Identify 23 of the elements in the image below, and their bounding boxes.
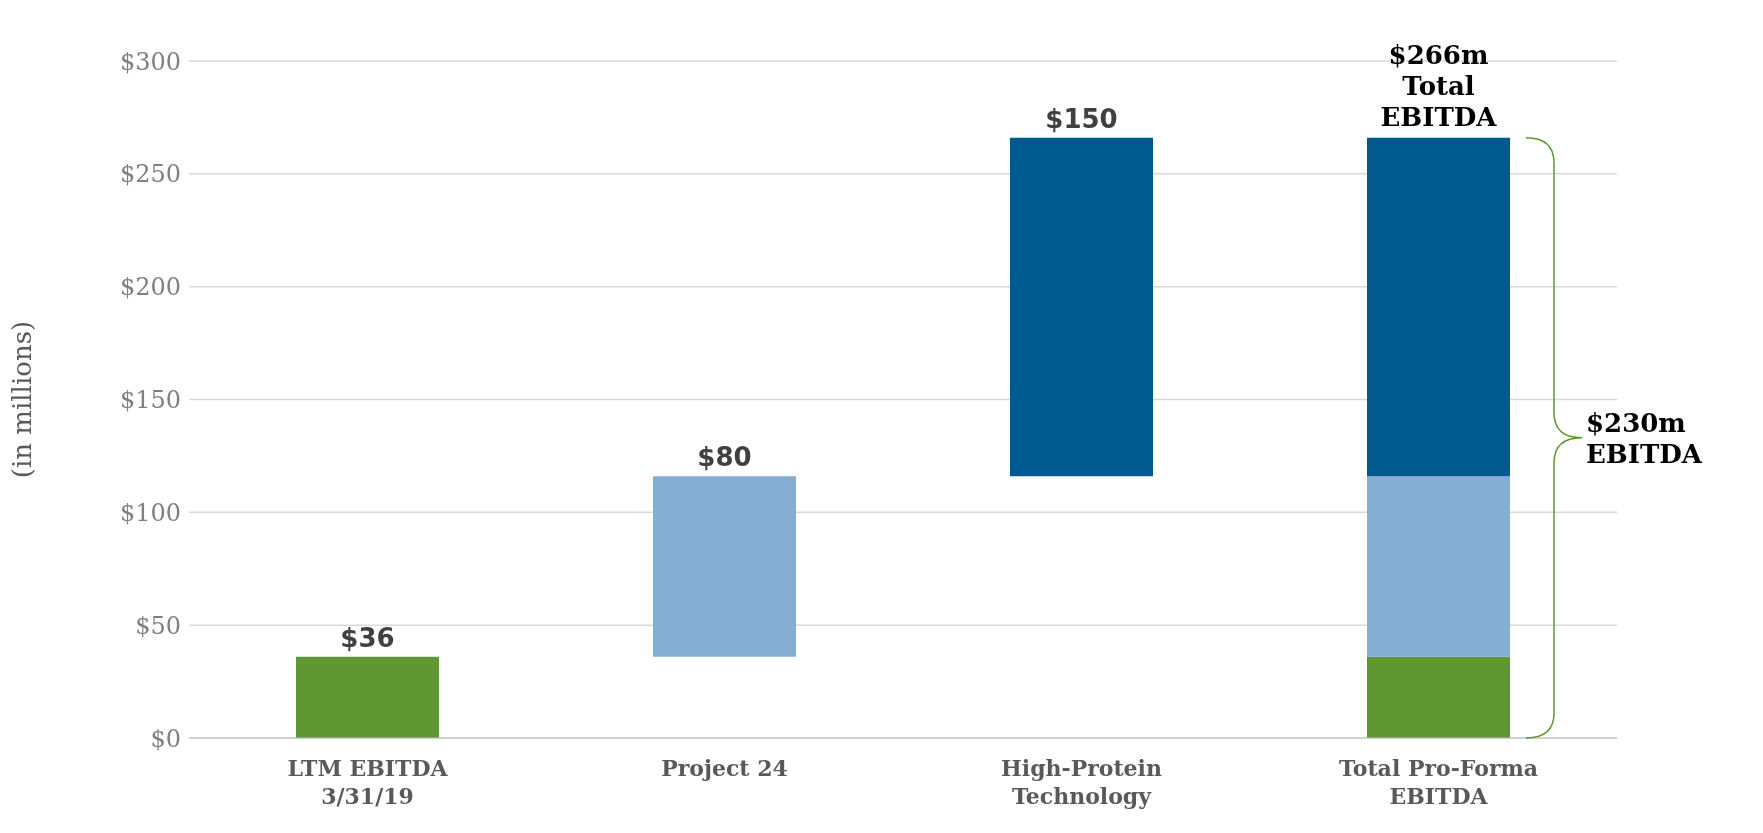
bar (296, 656, 439, 738)
data-label: $80 (697, 442, 752, 473)
y-tick-label: $250 (119, 160, 181, 189)
bar (1367, 656, 1510, 738)
y-tick-label: $200 (119, 273, 181, 302)
x-tick-label: Project 24 (661, 755, 788, 781)
y-tick-label: $50 (135, 611, 181, 640)
bar (653, 476, 796, 657)
y-tick-label: $150 (119, 386, 181, 415)
x-tick-label: Total Pro-Forma EBITDA (1338, 755, 1539, 809)
data-label: $36 (340, 622, 395, 653)
annotation: $230m EBITDA (1586, 407, 1703, 469)
y-tick-label: $100 (119, 498, 181, 527)
bar (1367, 137, 1510, 477)
x-tick-label: High-Protein Technology (1001, 755, 1162, 809)
y-tick-label: $0 (150, 724, 181, 753)
bar (1010, 137, 1153, 477)
y-tick-label: $300 (119, 47, 181, 76)
data-label: $150 (1045, 103, 1118, 134)
annotation: $266m Total EBITDA (1380, 39, 1498, 132)
y-axis-title: (in millions) (7, 320, 38, 479)
bar (1367, 476, 1510, 657)
x-tick-label: LTM EBITDA 3/31/19 (287, 755, 449, 809)
